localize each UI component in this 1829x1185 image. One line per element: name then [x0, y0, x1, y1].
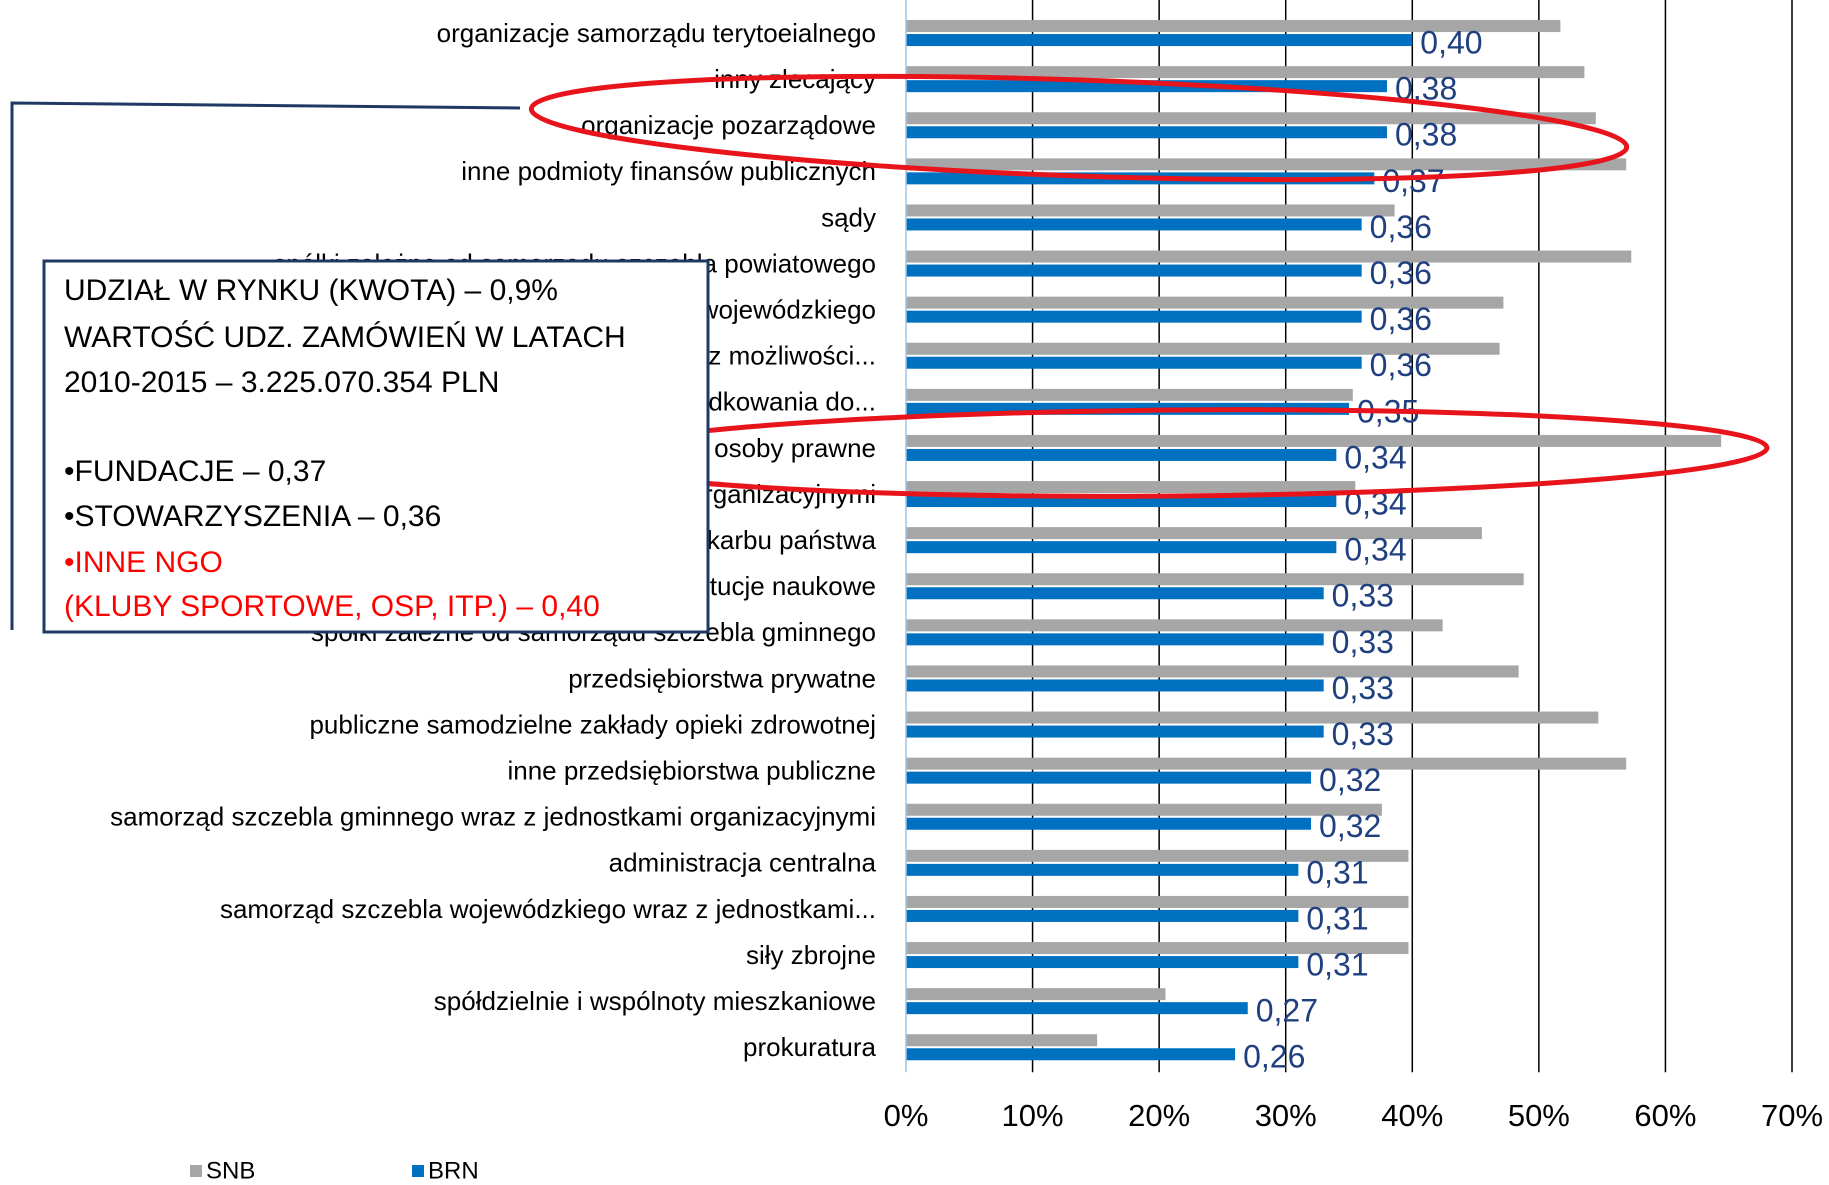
bar [906, 264, 1362, 277]
category-label: sądy [821, 202, 876, 232]
bar [906, 541, 1337, 554]
bar [906, 619, 1443, 632]
callout-text: •INNE NGO [64, 546, 223, 579]
highlight-ellipse [528, 73, 1630, 183]
bar [906, 204, 1395, 217]
bar [906, 481, 1356, 494]
bar [906, 956, 1299, 969]
bar [906, 310, 1362, 323]
legend-swatch [412, 1165, 424, 1177]
category-label: administracja centralna [609, 848, 877, 878]
bar [906, 771, 1312, 784]
bar [906, 633, 1324, 646]
value-label: 0,36 [1370, 255, 1432, 291]
bar [906, 817, 1312, 830]
category-label: organizacje pozarządowe [581, 110, 876, 140]
value-label: 0,40 [1420, 25, 1482, 61]
category-label: siły zbrojne [746, 940, 876, 970]
callout-text: •STOWARZYSZENIA – 0,36 [64, 500, 441, 533]
bar [906, 20, 1561, 33]
bar [906, 126, 1387, 139]
value-label: 0,33 [1332, 624, 1394, 660]
x-tick-label: 50% [1508, 1098, 1570, 1133]
legend-label: BRN [428, 1157, 479, 1184]
value-label: 0,36 [1370, 209, 1432, 245]
connector-line [10, 101, 521, 630]
bar [906, 711, 1599, 724]
bar [906, 342, 1500, 355]
bar [906, 573, 1524, 586]
value-label: 0,33 [1332, 670, 1394, 706]
bar [906, 988, 1166, 1001]
bar [906, 665, 1519, 678]
bar [906, 725, 1324, 738]
value-label: 0,31 [1306, 854, 1368, 890]
bar [906, 942, 1409, 955]
value-label: 0,33 [1332, 716, 1394, 752]
bar [906, 434, 1722, 447]
bar [906, 587, 1324, 600]
callout-box [42, 259, 710, 634]
category-label: przedsiębiorstwa prywatne [568, 663, 876, 693]
value-label: 0,33 [1332, 578, 1394, 614]
value-label: 0,27 [1256, 993, 1318, 1029]
value-label: 0,36 [1370, 301, 1432, 337]
category-label: samorząd szczebla wojewódzkiego wraz z j… [220, 894, 876, 924]
callout-text: 2010-2015 – 3.225.070.354 PLN [64, 366, 499, 399]
bar [906, 356, 1362, 369]
category-label: organizacje samorządu terytoeialnego [437, 18, 876, 48]
bar [906, 1002, 1248, 1015]
value-label: 0,31 [1306, 900, 1368, 936]
value-label: 0,38 [1395, 117, 1457, 153]
bar [906, 679, 1324, 692]
bar [906, 448, 1337, 461]
bar [906, 66, 1585, 79]
bar [906, 757, 1627, 770]
value-label: 0,26 [1243, 1039, 1305, 1075]
value-label: 0,32 [1319, 762, 1381, 798]
x-tick-label: 70% [1761, 1098, 1823, 1133]
legend-swatch [190, 1165, 202, 1177]
bar [906, 863, 1299, 876]
bar [906, 34, 1413, 47]
category-label: publiczne samodzielne zakłady opieki zdr… [309, 709, 876, 739]
overlay: UDZIAŁ W RYNKU (KWOTA) – 0,9% WARTOŚĆ UDZ… [10, 73, 1770, 634]
bar [906, 849, 1409, 862]
x-tick-label: 0% [884, 1098, 929, 1133]
bar [906, 527, 1482, 540]
x-tick-label: 10% [1002, 1098, 1064, 1133]
category-label: prokuratura [743, 1032, 876, 1062]
legend-label: SNB [206, 1157, 255, 1184]
bar [906, 250, 1632, 263]
bar [906, 803, 1382, 816]
bar [906, 1048, 1236, 1061]
bar [906, 895, 1409, 908]
bar [906, 909, 1299, 922]
bar [906, 388, 1353, 401]
x-tick-label: 40% [1381, 1098, 1443, 1133]
callout-text: (KLUBY SPORTOWE, OSP, ITP.) – 0,40 [64, 590, 600, 623]
category-label: inne przedsiębiorstwa publiczne [507, 756, 876, 786]
x-tick-label: 30% [1255, 1098, 1317, 1133]
value-label: 0,34 [1344, 439, 1406, 475]
bar [906, 112, 1596, 125]
callout-text: WARTOŚĆ UDZ. ZAMÓWIEŃ W LATACH [64, 320, 626, 354]
value-label: 0,31 [1306, 947, 1368, 983]
callout-text: UDZIAŁ W RYNKU (KWOTA) – 0,9% [64, 274, 558, 307]
x-tick-label: 20% [1128, 1098, 1190, 1133]
x-tick-label: 60% [1634, 1098, 1696, 1133]
callout-text: •FUNDACJE – 0,37 [64, 455, 326, 488]
bar [906, 1034, 1098, 1047]
value-label: 0,36 [1370, 347, 1432, 383]
bar [906, 296, 1504, 309]
bar [906, 158, 1627, 171]
bar [906, 218, 1362, 231]
value-label: 0,32 [1319, 808, 1381, 844]
category-label: samorząd szczebla gminnego wraz z jednos… [110, 802, 876, 832]
category-label: spółdzielnie i wspólnoty mieszkaniowe [434, 986, 876, 1016]
value-label: 0,34 [1344, 532, 1406, 568]
